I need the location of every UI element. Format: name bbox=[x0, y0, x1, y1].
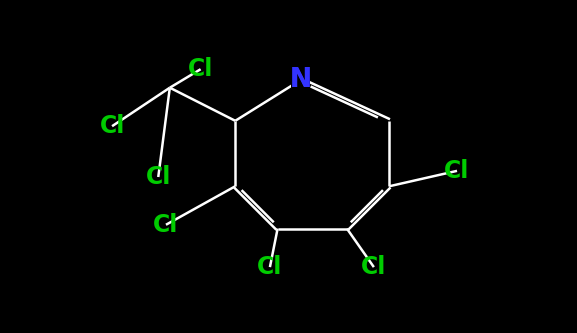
Text: Cl: Cl bbox=[444, 159, 470, 183]
Text: Cl: Cl bbox=[99, 114, 125, 138]
Text: Cl: Cl bbox=[153, 213, 179, 237]
Text: Cl: Cl bbox=[145, 165, 171, 189]
Text: Cl: Cl bbox=[361, 255, 387, 279]
Text: N: N bbox=[290, 67, 312, 93]
FancyBboxPatch shape bbox=[291, 71, 310, 89]
Text: N: N bbox=[290, 67, 312, 93]
Text: Cl: Cl bbox=[257, 255, 283, 279]
Text: Cl: Cl bbox=[188, 57, 213, 81]
